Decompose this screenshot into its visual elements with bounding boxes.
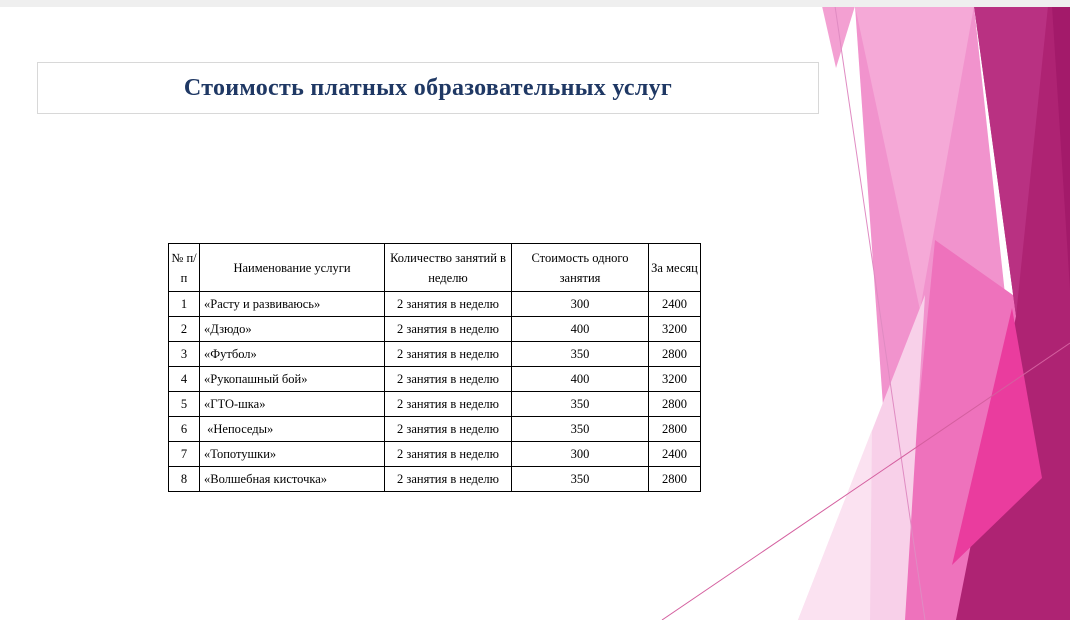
cell-num: 1 — [168, 291, 200, 317]
cell-qty: 2 занятия в неделю — [384, 466, 512, 492]
cell-name: «Дзюдо» — [199, 316, 385, 342]
deco-band-facet-shape — [855, 6, 974, 310]
cell-month: 2800 — [648, 341, 701, 367]
deco-medium-shape — [898, 240, 1020, 620]
cell-qty: 2 занятия в неделю — [384, 316, 512, 342]
deco-wedge-shape — [822, 6, 855, 68]
cell-month: 2800 — [648, 416, 701, 442]
cell-qty: 2 занятия в неделю — [384, 416, 512, 442]
table-row: 3 «Футбол» 2 занятия в неделю 350 2800 — [168, 341, 701, 367]
deco-accent-line-1 — [834, 5, 926, 620]
cell-name: «ГТО-шка» — [199, 391, 385, 417]
cell-name: «Топотушки» — [199, 441, 385, 467]
deco-dark-facet-shape — [974, 6, 1048, 316]
table-row: 2 «Дзюдо» 2 занятия в неделю 400 3200 — [168, 316, 701, 342]
cell-month: 2400 — [648, 291, 701, 317]
top-strip — [0, 0, 1070, 7]
cell-month: 2800 — [648, 391, 701, 417]
col-header-month: За месяц — [648, 243, 701, 292]
cell-qty: 2 занятия в неделю — [384, 291, 512, 317]
cell-num: 3 — [168, 341, 200, 367]
cell-month: 2400 — [648, 441, 701, 467]
header-row: № п/п Наименование услуги Количество зан… — [168, 243, 701, 292]
cell-qty: 2 занятия в неделю — [384, 441, 512, 467]
cell-price: 300 — [511, 441, 649, 467]
cell-qty: 2 занятия в неделю — [384, 341, 512, 367]
deco-dark-shape — [956, 6, 1070, 620]
deco-bright-shape — [952, 308, 1042, 565]
table-body: 1 «Расту и развиваюсь» 2 занятия в неделю 3… — [168, 291, 701, 492]
table-row: 7 «Топотушки» 2 занятия в неделю 300 2400 — [168, 441, 701, 467]
cell-qty: 2 занятия в неделю — [384, 391, 512, 417]
deco-paler-shape — [798, 430, 872, 620]
cell-name: «Футбол» — [199, 341, 385, 367]
cell-num: 8 — [168, 466, 200, 492]
cell-price: 350 — [511, 341, 649, 367]
col-header-num: № п/п — [168, 243, 200, 292]
cell-price: 400 — [511, 316, 649, 342]
table-row: 5 «ГТО-шка» 2 занятия в неделю 350 2800 — [168, 391, 701, 417]
cell-name: «Непоседы» — [199, 416, 385, 442]
cell-month: 3200 — [648, 366, 701, 392]
cell-num: 2 — [168, 316, 200, 342]
cell-price: 350 — [511, 416, 649, 442]
table-row: 8 «Волшебная кисточка» 2 занятия в неделю 3… — [168, 466, 701, 492]
cell-num: 4 — [168, 366, 200, 392]
deco-darker-shape — [1052, 6, 1070, 290]
cell-price: 400 — [511, 366, 649, 392]
cell-qty: 2 занятия в неделю — [384, 366, 512, 392]
deco-pale-shape — [798, 295, 925, 620]
table-row: 4 «Рукопашный бой» 2 занятия в неделю 400 32… — [168, 366, 701, 392]
table-header: № п/п Наименование услуги Количество зан… — [168, 243, 701, 292]
cell-price: 350 — [511, 391, 649, 417]
cell-month: 3200 — [648, 316, 701, 342]
table-row: 1 «Расту и развиваюсь» 2 занятия в неделю 3… — [168, 291, 701, 317]
cell-month: 2800 — [648, 466, 701, 492]
table-row: 6 «Непоседы» 2 занятия в неделю 350 2800 — [168, 416, 701, 442]
deco-accent-line-2 — [661, 342, 1070, 620]
col-header-price: Стоимость одного занятия — [511, 243, 649, 292]
title-box: Стоимость платных образовательных услуг — [37, 62, 819, 114]
col-header-qty: Количество занятий в неделю — [384, 243, 512, 292]
slide-title: Стоимость платных образовательных услуг — [183, 74, 673, 101]
cell-name: «Расту и развиваюсь» — [199, 291, 385, 317]
cell-name: «Рукопашный бой» — [199, 366, 385, 392]
cell-num: 7 — [168, 441, 200, 467]
cell-price: 300 — [511, 291, 649, 317]
price-table: № п/п Наименование услуги Количество зан… — [168, 243, 701, 492]
cell-name: «Волшебная кисточка» — [199, 466, 385, 492]
deco-band-shape — [855, 6, 1040, 620]
cell-num: 5 — [168, 391, 200, 417]
cell-price: 350 — [511, 466, 649, 492]
col-header-name: Наименование услуги — [199, 243, 385, 292]
cell-num: 6 — [168, 416, 200, 442]
